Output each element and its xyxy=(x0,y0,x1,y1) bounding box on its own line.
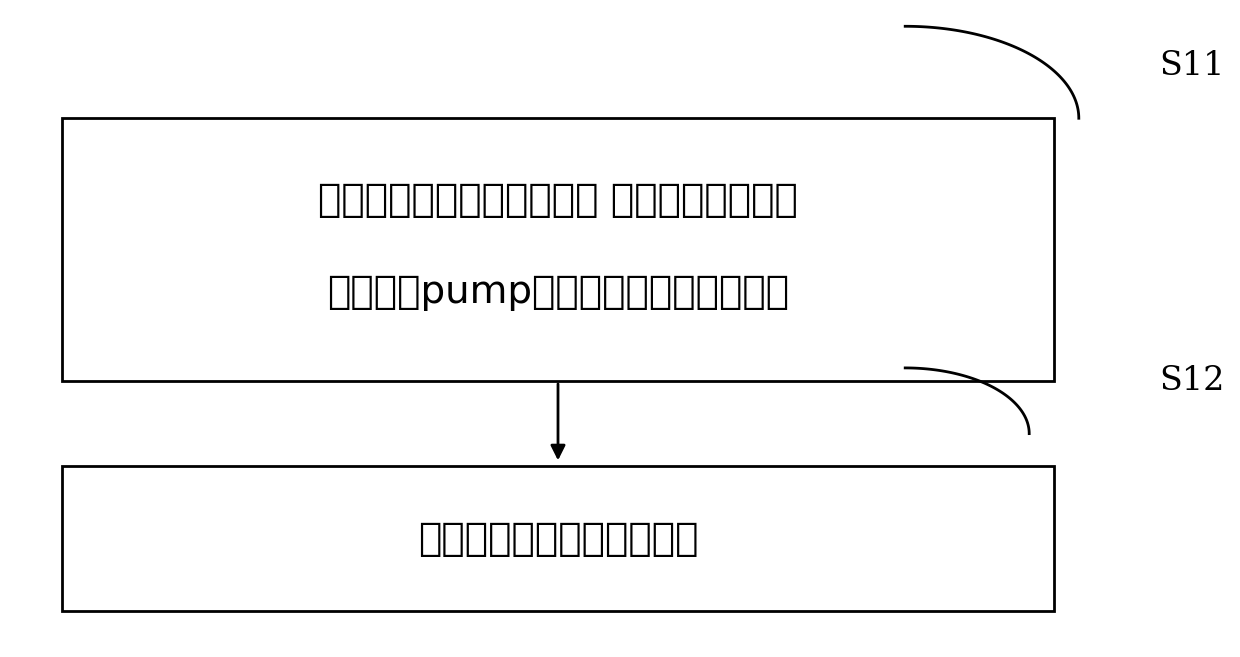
Bar xyxy=(62,118,1054,381)
Text: 增益光纤放大输出光信号。: 增益光纤放大输出光信号。 xyxy=(418,520,698,558)
Text: 功率发出pump光并耦合到增益光纤中；: 功率发出pump光并耦合到增益光纤中； xyxy=(327,273,789,311)
Text: S11: S11 xyxy=(1159,50,1225,81)
Text: 发出直流信号驱动激光器， 激光器以第一输出: 发出直流信号驱动激光器， 激光器以第一输出 xyxy=(319,181,797,219)
Bar xyxy=(62,466,1054,611)
Text: S12: S12 xyxy=(1159,365,1225,397)
